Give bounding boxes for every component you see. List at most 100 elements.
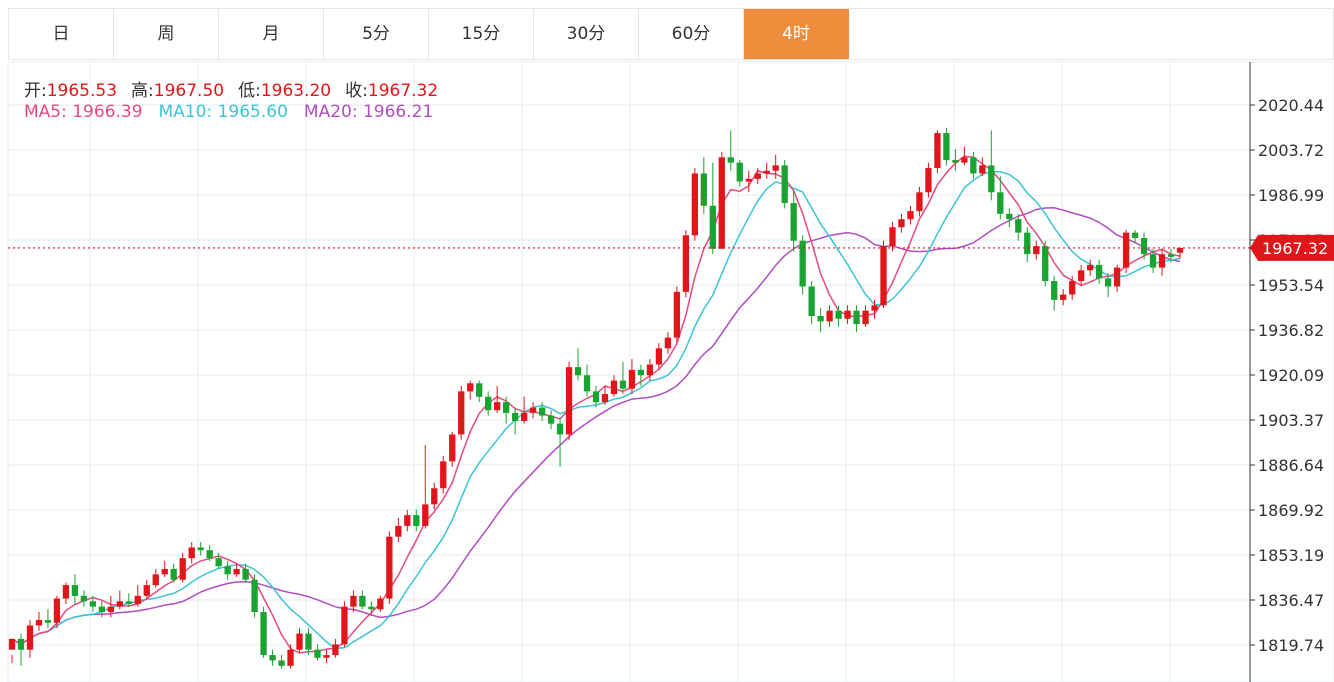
candle-body xyxy=(673,291,681,338)
candle-body xyxy=(1131,232,1139,239)
tab-60min[interactable]: 60分 xyxy=(639,9,744,59)
tab-4hour[interactable]: 4时 xyxy=(744,9,849,59)
candle-body xyxy=(736,162,743,182)
candle-body xyxy=(835,310,842,319)
tab-30min[interactable]: 30分 xyxy=(534,9,639,59)
candle-body xyxy=(287,649,294,666)
candle-body xyxy=(943,133,950,160)
candle-body xyxy=(170,568,177,580)
candle-body xyxy=(745,178,752,182)
candle-body xyxy=(619,380,627,389)
ma5-value: MA5: 1966.39 xyxy=(24,102,143,122)
tab-month[interactable]: 月 xyxy=(219,9,324,59)
tab-5min[interactable]: 5分 xyxy=(324,9,429,59)
candle-body xyxy=(529,407,537,413)
candle-body xyxy=(305,633,312,650)
candle-body xyxy=(1006,213,1013,220)
candle-body xyxy=(916,192,923,212)
candle-body xyxy=(1149,254,1157,268)
candle-body xyxy=(592,391,600,403)
candle-body xyxy=(790,203,797,241)
candle-body xyxy=(422,504,429,526)
candle-body xyxy=(278,660,285,666)
candle-body xyxy=(565,367,573,435)
candle-body xyxy=(727,157,734,163)
candle-body xyxy=(1033,246,1040,255)
candle-body xyxy=(1060,294,1067,300)
candle-body xyxy=(206,550,213,559)
candle-body xyxy=(934,133,941,169)
candle-body xyxy=(161,568,168,575)
candle-body xyxy=(8,638,16,650)
candle-body xyxy=(970,157,977,174)
candle-body xyxy=(134,595,141,604)
close-value: 1967.32 xyxy=(367,81,439,101)
tab-day[interactable]: 日 xyxy=(9,9,114,59)
candle-body xyxy=(538,407,546,416)
candle-body xyxy=(520,412,528,421)
candle-body xyxy=(817,316,824,322)
candle-body xyxy=(961,157,968,163)
candle-body xyxy=(1122,232,1130,268)
close-label: 收: xyxy=(345,81,368,101)
candle-body xyxy=(682,235,689,292)
candle-body xyxy=(449,434,456,462)
y-tick-label: 1869.92 xyxy=(1258,501,1324,520)
candle-body xyxy=(62,585,70,599)
y-tick-label: 1903.37 xyxy=(1258,411,1324,430)
candle-body xyxy=(215,558,222,567)
candle-body xyxy=(1087,264,1094,271)
candle-body xyxy=(395,525,402,537)
y-tick-label: 2020.44 xyxy=(1258,96,1324,115)
candle-body xyxy=(368,606,375,610)
candle-body xyxy=(844,310,851,319)
candle-body xyxy=(1113,267,1121,287)
candle-body xyxy=(107,606,114,613)
candle-body xyxy=(476,383,483,397)
candle-body xyxy=(664,337,672,349)
candle-body xyxy=(233,568,240,575)
candle-body xyxy=(691,173,698,236)
candle-body xyxy=(224,566,231,575)
candle-body xyxy=(143,585,150,596)
candle-body xyxy=(754,173,761,179)
candle-body xyxy=(853,310,860,325)
y-tick-label: 1920.09 xyxy=(1258,366,1324,385)
candle-body xyxy=(628,369,636,389)
tab-15min[interactable]: 15分 xyxy=(429,9,534,59)
candle-body xyxy=(1140,238,1148,255)
candle-body xyxy=(808,286,815,317)
candle-body xyxy=(1015,219,1022,233)
candle-body xyxy=(440,461,447,489)
candle-body xyxy=(332,644,339,656)
y-tick-label: 1886.64 xyxy=(1258,456,1324,475)
y-tick-label: 1836.47 xyxy=(1258,591,1324,610)
candle-body xyxy=(772,165,779,171)
candle-body xyxy=(1167,254,1175,257)
candle-body xyxy=(314,649,321,658)
candle-body xyxy=(1051,281,1058,300)
candle-body xyxy=(152,574,159,586)
candle-body xyxy=(700,173,707,206)
candle-body xyxy=(485,396,492,411)
y-tick-label: 1953.54 xyxy=(1258,276,1324,295)
low-value: 1963.20 xyxy=(260,81,332,101)
tab-week[interactable]: 周 xyxy=(114,9,219,59)
candle-body xyxy=(1176,247,1184,253)
candle-body xyxy=(898,219,905,228)
candle-body xyxy=(1024,232,1031,255)
candle-body xyxy=(1078,270,1085,282)
candle-body xyxy=(826,310,833,322)
candle-body xyxy=(341,606,348,645)
candle-body xyxy=(889,227,896,247)
y-tick-label: 1986.99 xyxy=(1258,186,1324,205)
candle-body xyxy=(71,585,79,596)
candle-body xyxy=(179,558,186,580)
low-label: 低: xyxy=(238,81,261,101)
candle-body xyxy=(988,165,995,193)
candle-body xyxy=(1042,246,1049,282)
candle-body xyxy=(17,638,25,650)
candle-body xyxy=(1069,281,1076,295)
candle-body xyxy=(35,620,43,626)
